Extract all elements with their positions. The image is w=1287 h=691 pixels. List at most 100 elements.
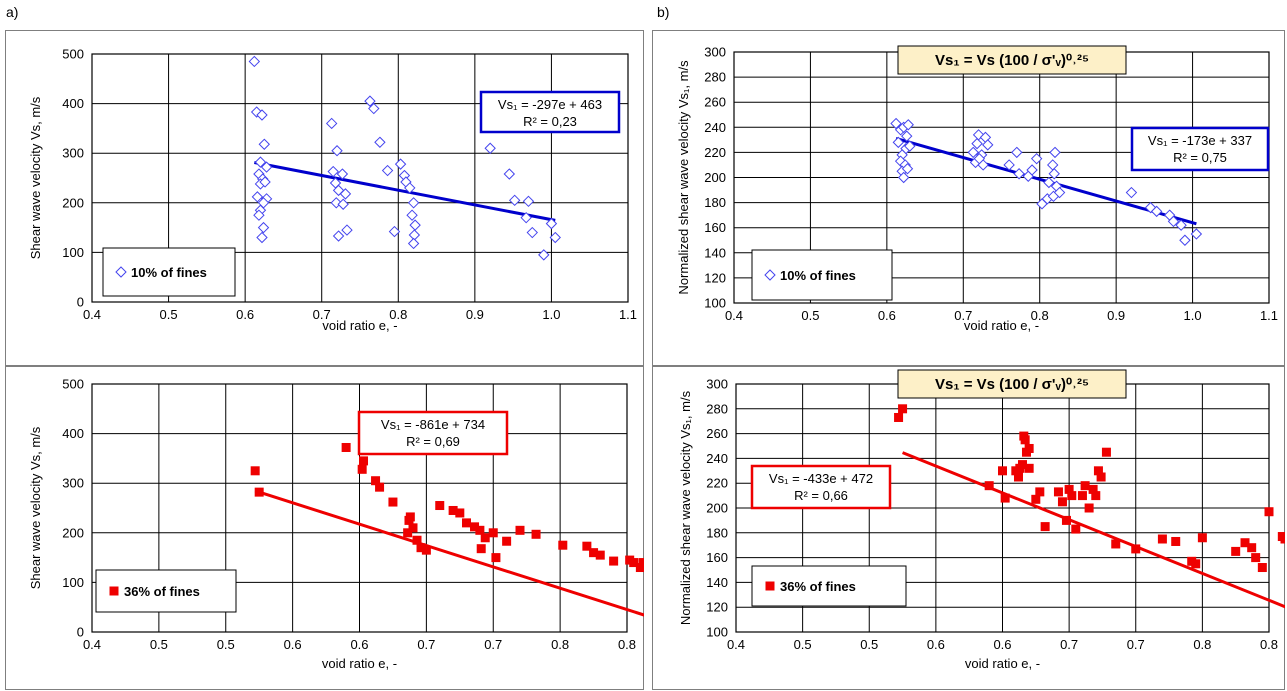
data-point xyxy=(1000,493,1010,503)
x-tick-label: 0.9 xyxy=(466,307,484,322)
legend-marker xyxy=(115,266,127,278)
data-point xyxy=(357,464,367,474)
data-point xyxy=(421,545,431,555)
x-tick-label: 0.8 xyxy=(389,307,407,322)
x-tick-label: 0.4 xyxy=(83,307,101,322)
formula-box xyxy=(897,45,1127,75)
data-point xyxy=(1125,186,1138,199)
data-point xyxy=(256,231,268,244)
data-point xyxy=(1053,487,1063,497)
data-point xyxy=(1049,146,1061,159)
y-tick-label: 200 xyxy=(62,195,84,210)
data-point xyxy=(901,130,913,142)
equation-box xyxy=(357,410,509,456)
chart-b-bottom: 0.4 0.5 0.5 0.6 0.6 0.7 0.7 0.8 0.8 100 120 140 160 1… xyxy=(678,369,1285,671)
data-point xyxy=(582,541,592,551)
data-point xyxy=(374,136,386,148)
y-tick-label: 180 xyxy=(706,525,728,540)
data-point xyxy=(538,249,550,261)
data-point xyxy=(416,543,426,553)
x-tick-label: 0.8 xyxy=(1193,637,1211,652)
data-point xyxy=(508,194,521,207)
y-tick-label: 240 xyxy=(706,451,728,466)
x-axis-label: void ratio e, - xyxy=(965,656,1040,671)
data-point xyxy=(257,221,270,234)
data-point xyxy=(1240,538,1250,548)
r-squared-text: R² = 0,23 xyxy=(523,114,577,129)
data-point xyxy=(902,119,914,131)
data-point xyxy=(412,535,422,545)
x-tick-label: 0.4 xyxy=(725,308,743,323)
data-point xyxy=(1057,497,1067,507)
data-point xyxy=(1067,491,1077,501)
data-point xyxy=(520,211,532,224)
x-tick-label: 0.5 xyxy=(217,637,235,652)
data-point xyxy=(901,163,914,175)
y-tick-label: 140 xyxy=(706,575,728,590)
equation-box xyxy=(1130,126,1270,172)
y-tick-label: 220 xyxy=(706,476,728,491)
data-point xyxy=(1053,186,1066,199)
legend-marker xyxy=(765,581,775,591)
data-point xyxy=(448,505,458,515)
data-point xyxy=(364,95,376,107)
data-point xyxy=(998,466,1007,476)
data-point xyxy=(1024,443,1034,453)
data-point xyxy=(1030,152,1043,165)
x-tick-label: 0.6 xyxy=(236,307,254,322)
y-tick-label: 400 xyxy=(62,426,84,441)
data-point xyxy=(1031,494,1041,504)
data-point xyxy=(388,225,401,238)
data-point xyxy=(638,558,644,568)
y-tick-label: 100 xyxy=(62,245,84,260)
panel-label-b: b) xyxy=(657,4,670,20)
y-tick-label: 200 xyxy=(62,525,84,540)
x-tick-label: 0.7 xyxy=(1060,637,1078,652)
x-tick-label: 0.6 xyxy=(927,637,945,652)
data-point xyxy=(894,412,904,422)
y-tick-label: 200 xyxy=(704,170,726,185)
x-tick-label: 0.6 xyxy=(993,637,1011,652)
data-point xyxy=(967,146,979,159)
data-point xyxy=(488,528,498,538)
x-axis-label: void ratio e, - xyxy=(322,318,397,333)
x-tick-label: 0.7 xyxy=(954,308,972,323)
x-axis-label: void ratio e, - xyxy=(322,656,397,671)
y-tick-label: 160 xyxy=(704,220,726,235)
y-tick-label: 300 xyxy=(704,45,726,60)
data-point xyxy=(1013,472,1023,482)
data-point xyxy=(1131,544,1141,554)
data-point xyxy=(480,533,490,543)
x-tick-label: 0.7 xyxy=(313,307,331,322)
data-point xyxy=(337,198,349,210)
y-tick-label: 300 xyxy=(706,377,728,392)
data-point xyxy=(635,563,644,573)
data-point xyxy=(589,548,599,558)
panel-label-a: a) xyxy=(6,4,19,20)
data-point xyxy=(503,168,516,180)
data-point xyxy=(973,152,986,165)
data-point xyxy=(526,226,538,239)
equation-text: Vs₁ = -433e + 472 xyxy=(769,471,873,486)
data-point xyxy=(455,508,465,518)
panel-b-top-frame xyxy=(652,30,1285,366)
x-tick-label: 0.8 xyxy=(1260,637,1278,652)
data-point xyxy=(325,117,338,130)
x-tick-label: 1.1 xyxy=(1260,308,1278,323)
data-point xyxy=(1167,215,1180,228)
data-point xyxy=(1024,463,1034,473)
data-point xyxy=(331,145,343,157)
panel-a-top-frame xyxy=(5,30,644,366)
trendline xyxy=(254,161,556,222)
data-point xyxy=(1190,228,1203,240)
trendline xyxy=(254,489,644,617)
chart-a-bottom: 0.4 0.5 0.5 0.6 0.6 0.7 0.7 0.8 0.8 0 100 200 300 400… xyxy=(28,377,644,671)
panel-b-bottom-frame xyxy=(652,366,1285,690)
data-point xyxy=(256,109,268,121)
data-point xyxy=(476,544,486,554)
data-point xyxy=(971,137,983,150)
data-point xyxy=(359,456,369,466)
data-point xyxy=(258,138,270,150)
legend-marker xyxy=(764,269,776,281)
chart-a-top: 0.4 0.5 0.6 0.7 0.8 0.9 1.0 1.1 0 100 200 300 400 500… xyxy=(28,47,637,334)
